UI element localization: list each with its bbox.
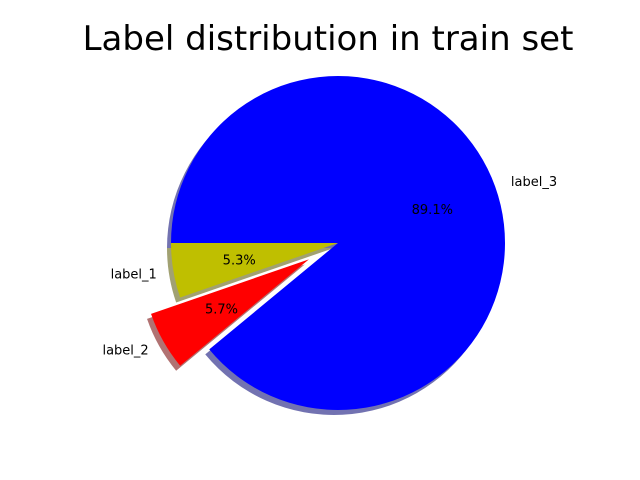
slice-percent-label-2: 5.7%	[205, 302, 238, 317]
chart-title: Label distribution in train set	[83, 19, 574, 59]
slice-percent-label-1: 5.3%	[223, 254, 256, 269]
pie-slice-label-2	[151, 259, 309, 366]
slice-label-label-1: label_1	[111, 267, 157, 282]
pie-slice-label-1	[171, 243, 338, 298]
pie-slice-label-3	[171, 76, 505, 411]
label-layer: label_1 5.3% label_2 5.7% label_3 89.1%	[102, 175, 557, 358]
slice-label-label-2: label_2	[102, 343, 148, 358]
slice-layer	[151, 76, 505, 411]
slice-label-label-3: label_3	[511, 175, 557, 190]
slice-percent-label-3: 89.1%	[412, 203, 453, 218]
